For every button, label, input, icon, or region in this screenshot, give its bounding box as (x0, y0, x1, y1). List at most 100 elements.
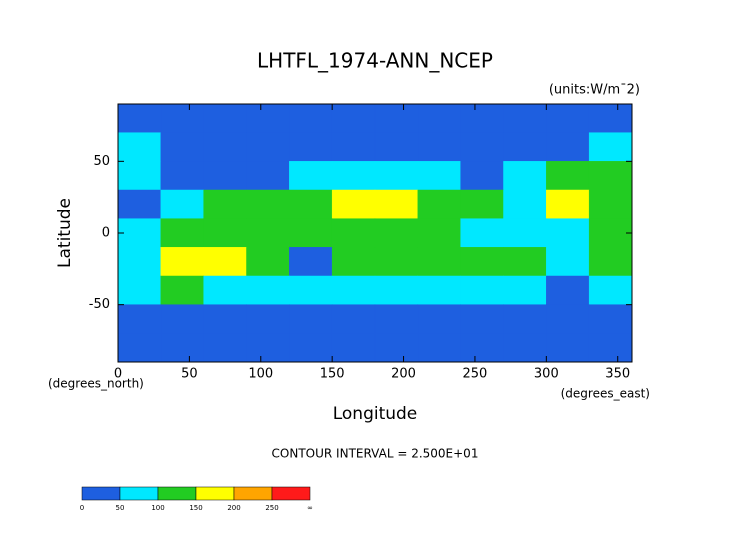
heat-cell (117, 189, 162, 219)
heat-cell (460, 103, 504, 133)
heat-cell (503, 218, 547, 248)
colorbar-swatch (157, 486, 197, 501)
heat-cell (374, 218, 419, 248)
heat-cell (588, 304, 633, 334)
heat-cell (331, 333, 376, 363)
heat-cell (374, 189, 419, 219)
y-tick-label: -50 (89, 297, 110, 312)
heat-cell (331, 304, 376, 334)
heat-cell (289, 132, 333, 162)
heat-cell (289, 247, 333, 277)
heat-cell (503, 132, 547, 162)
heat-cell (331, 275, 376, 305)
heat-cell (160, 189, 204, 219)
heat-cell (117, 161, 162, 191)
x-tick-label: 300 (534, 367, 559, 382)
heat-cell (246, 304, 290, 334)
heat-cell (588, 161, 633, 191)
heat-cell (289, 304, 333, 334)
heat-cell (203, 218, 247, 248)
heat-cell (460, 218, 504, 248)
heat-cell (331, 218, 376, 248)
heat-cell (546, 275, 590, 305)
heat-cell (289, 333, 333, 363)
heat-cell (246, 161, 290, 191)
x-units: (degrees_east) (561, 387, 650, 401)
heat-cell (160, 218, 204, 248)
x-tick-label: 150 (320, 367, 345, 382)
colorbar-swatch (119, 486, 159, 501)
heat-cell (417, 275, 461, 305)
heat-cell (246, 333, 290, 363)
heat-cell (503, 247, 547, 277)
heat-cell (417, 189, 461, 219)
heat-cell (374, 333, 419, 363)
heat-cell (203, 103, 247, 133)
heat-cell (374, 275, 419, 305)
heat-cell (460, 247, 504, 277)
chart-title: LHTFL_1974-ANN_NCEP (257, 49, 493, 73)
heat-cell (546, 247, 590, 277)
heat-cell (331, 161, 376, 191)
x-tick-label: 0 (114, 367, 122, 382)
heat-cell (117, 218, 162, 248)
heat-cell (503, 161, 547, 191)
colorbar-swatch (195, 486, 235, 501)
heat-cell (588, 132, 633, 162)
heat-cell (546, 304, 590, 334)
colorbar-swatch (81, 486, 121, 501)
heat-cell (246, 275, 290, 305)
heat-cell (117, 304, 162, 334)
heat-cell (117, 103, 162, 133)
heat-cell (289, 218, 333, 248)
heat-cell (588, 189, 633, 219)
heat-cell (203, 304, 247, 334)
colorbar-label: 150 (189, 504, 202, 512)
heat-cell (203, 189, 247, 219)
colorbar-label: ∞ (307, 504, 313, 512)
heat-cell (203, 132, 247, 162)
heat-cell (503, 304, 547, 334)
y-tick-label: 50 (93, 154, 110, 169)
heat-cell (460, 132, 504, 162)
heat-cell (588, 103, 633, 133)
heat-cell (246, 189, 290, 219)
heat-cell (117, 132, 162, 162)
heat-cell (289, 275, 333, 305)
heat-cell (546, 189, 590, 219)
y-tick-label: 0 (102, 226, 110, 241)
heat-cell (503, 275, 547, 305)
heat-cell (203, 247, 247, 277)
heat-cell (203, 275, 247, 305)
contour-note: CONTOUR INTERVAL = 2.500E+01 (272, 447, 479, 461)
heat-cell (331, 103, 376, 133)
colorbar-label: 0 (80, 504, 84, 512)
heat-cell (331, 132, 376, 162)
heat-cell (160, 132, 204, 162)
heat-cell (289, 103, 333, 133)
heat-cell (417, 103, 461, 133)
heat-cell (246, 132, 290, 162)
heat-cell (588, 275, 633, 305)
heat-cell (417, 333, 461, 363)
y-axis-label: Latitude (55, 198, 75, 268)
heat-cell (160, 247, 204, 277)
heat-cell (117, 275, 162, 305)
heat-cell (160, 161, 204, 191)
heat-cell (203, 161, 247, 191)
heat-cell (588, 247, 633, 277)
colorbar-label: 250 (265, 504, 278, 512)
heat-cell (203, 333, 247, 363)
y-units: (degrees_north) (48, 377, 144, 391)
x-axis-label: Longitude (333, 404, 418, 424)
heat-cell (503, 103, 547, 133)
heat-cell (546, 103, 590, 133)
heat-cell (546, 333, 590, 363)
heat-cell (417, 161, 461, 191)
heat-cell (374, 304, 419, 334)
colorbar-swatch (271, 486, 311, 501)
heat-cell (374, 247, 419, 277)
heat-cell (289, 189, 333, 219)
heat-cell (246, 103, 290, 133)
